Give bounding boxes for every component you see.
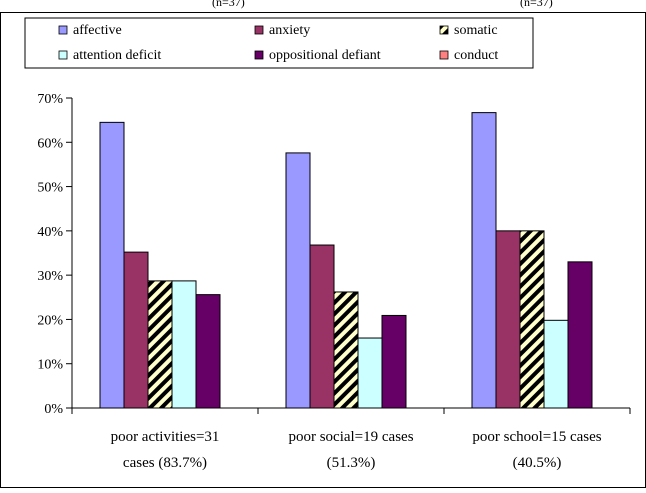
legend-label-attention-deficit: attention deficit <box>73 48 161 63</box>
bar-affective <box>471 112 497 409</box>
x-category-label: poor activities=31 <box>111 429 220 445</box>
bar-oppositional-defiant <box>567 261 593 409</box>
y-tick-label: 10% <box>37 358 63 373</box>
bar-attention-deficit <box>543 319 569 409</box>
y-tick-label: 50% <box>37 181 63 196</box>
bar-oppositional-defiant <box>381 314 407 409</box>
bar-chart: affective anxiety somatic attention deficit… <box>0 12 646 488</box>
y-tick-label: 70% <box>37 92 63 107</box>
bar-somatic <box>519 230 545 409</box>
legend-swatch-attention-deficit <box>58 50 68 60</box>
chart-area: affective anxiety somatic attention deficit… <box>0 12 646 488</box>
bar-oppositional-defiant <box>195 294 221 409</box>
y-tick-label: 20% <box>37 313 63 328</box>
bar-somatic <box>333 291 359 409</box>
legend-swatch-conduct <box>439 50 449 60</box>
bar-anxiety <box>495 230 521 409</box>
legend: affective anxiety somatic attention deficit… <box>24 17 534 69</box>
bars <box>99 112 593 409</box>
legend-swatch-oppositional-defiant <box>254 50 264 60</box>
legend-swatch-somatic <box>439 25 449 35</box>
legend-swatch-anxiety <box>254 25 264 35</box>
bar-affective <box>285 152 311 409</box>
y-tick-label: 60% <box>37 136 63 151</box>
x-category-label: (40.5%) <box>513 455 562 471</box>
bar-anxiety <box>309 244 335 409</box>
bar-anxiety <box>123 251 149 409</box>
legend-label-anxiety: anxiety <box>269 23 310 38</box>
top-caption-fragment: (n=37) (n=37) <box>0 0 646 12</box>
y-tick-label: 30% <box>37 269 63 284</box>
legend-label-somatic: somatic <box>454 23 498 38</box>
top-caption-left: (n=37) <box>212 0 245 9</box>
bar-affective <box>99 121 125 409</box>
legend-label-oppositional-defiant: oppositional defiant <box>269 48 381 63</box>
x-category-label: cases (83.7%) <box>123 455 207 471</box>
x-category-label: poor social=19 cases <box>288 429 413 445</box>
bar-attention-deficit <box>357 337 383 409</box>
y-tick-label: 40% <box>37 225 63 240</box>
top-caption-right: (n=37) <box>520 0 553 9</box>
x-category-label: poor school=15 cases <box>472 429 601 445</box>
legend-swatch-affective <box>58 25 68 35</box>
legend-label-conduct: conduct <box>454 48 498 63</box>
legend-label-affective: affective <box>73 23 122 38</box>
y-tick-label: 0% <box>44 402 63 417</box>
bar-attention-deficit <box>171 280 197 409</box>
bar-somatic <box>147 280 173 409</box>
x-category-label: (51.3%) <box>327 455 376 471</box>
